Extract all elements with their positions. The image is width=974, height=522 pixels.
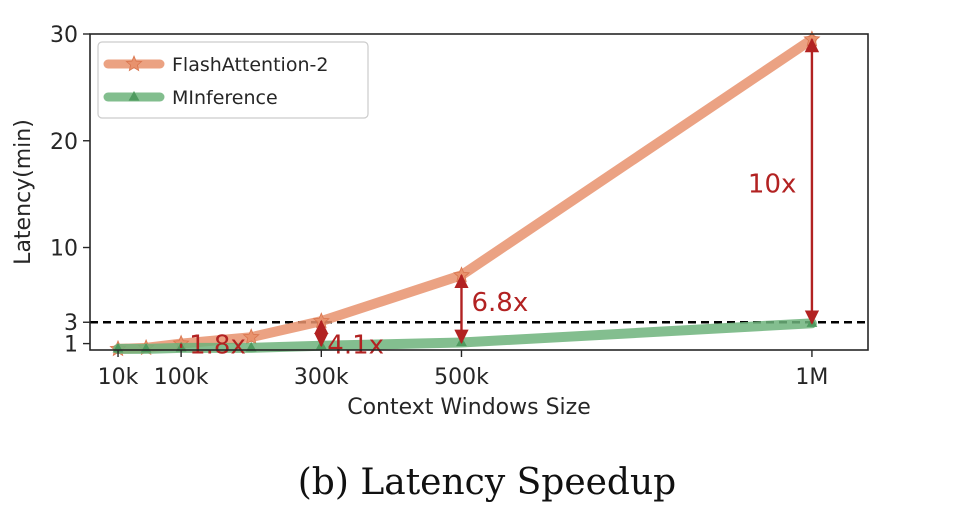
y-tick-label: 10 xyxy=(50,237,78,262)
x-tick-label: 1M xyxy=(795,365,828,390)
x-tick-label: 500k xyxy=(434,365,489,390)
x-tick-label: 100k xyxy=(154,365,209,390)
legend-marker-triangle xyxy=(128,91,140,101)
legend: FlashAttention-2 MInference xyxy=(97,41,369,119)
legend-label: FlashAttention-2 xyxy=(172,54,328,76)
annotation-layer: 1.8x 4.1x 6.8x 10x xyxy=(179,37,820,361)
y-axis-label: Latency(min) xyxy=(11,119,36,265)
legend-marker-star xyxy=(125,54,143,72)
legend-entry: FlashAttention-2 xyxy=(103,54,328,76)
legend-label: MInference xyxy=(172,87,278,109)
figure-caption: (b) Latency Speedup xyxy=(297,462,677,503)
speedup-label: 1.8x xyxy=(189,331,246,361)
axes-layer: 10k 100k 300k 500k 1M 13 10 20 30 xyxy=(50,23,869,390)
x-axis-label: Context Windows Size xyxy=(347,395,591,420)
data-point-star xyxy=(242,328,260,345)
x-tick-label: 10k xyxy=(98,365,139,390)
y-tick-label: 30 xyxy=(50,23,78,48)
speedup-label: 10x xyxy=(748,169,796,199)
y-tick-label: 3 xyxy=(64,311,78,336)
y-tick-label: 20 xyxy=(50,130,78,155)
legend-entry: MInference xyxy=(103,87,278,109)
speedup-label: 4.1x xyxy=(327,331,384,361)
speedup-label: 6.8x xyxy=(471,288,528,318)
data-point-triangle xyxy=(245,341,257,352)
legend-box xyxy=(97,41,369,119)
y-tick-label: 1 xyxy=(64,333,78,358)
latency-chart: 1.8x 4.1x 6.8x 10x 10k 100k 300k 500k 1M 13 10 20 3… xyxy=(11,23,869,420)
plot-frame xyxy=(89,33,869,351)
x-tick-label: 300k xyxy=(294,365,349,390)
